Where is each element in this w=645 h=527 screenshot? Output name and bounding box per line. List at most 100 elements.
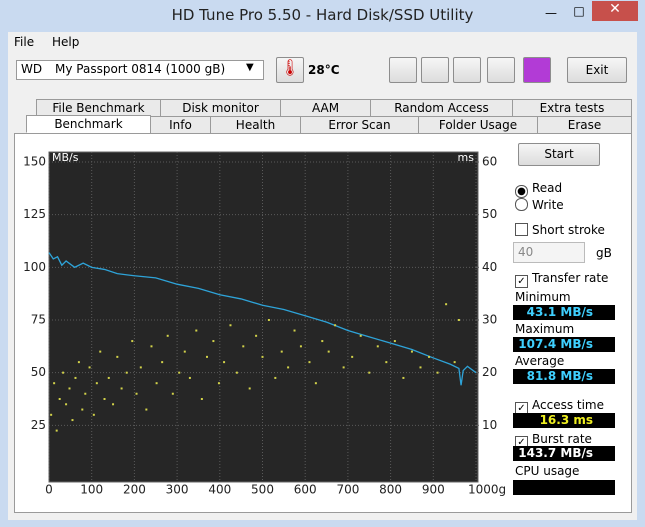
access-time-point	[267, 319, 270, 321]
access-time-point	[178, 371, 181, 374]
cpu-usage-value	[513, 480, 615, 495]
tab[interactable]: Disk monitor	[160, 99, 281, 117]
short-stroke-checkbox[interactable]: Short stroke	[515, 223, 605, 237]
start-button[interactable]: Start	[518, 143, 600, 166]
save-button[interactable]	[421, 57, 449, 83]
write-label: Write	[532, 198, 564, 212]
access-time-point	[135, 392, 138, 395]
x-tick-label: 700	[336, 483, 359, 497]
access-time-point	[95, 382, 98, 385]
menu-file[interactable]: File	[14, 35, 35, 49]
minimum-label: Minimum	[515, 290, 571, 304]
access-time-checkbox[interactable]: ✓ Access time	[515, 398, 604, 415]
tab[interactable]: Random Access	[370, 99, 513, 117]
access-time-point	[428, 355, 431, 358]
access-time-point	[287, 366, 290, 369]
access-time-point	[103, 398, 106, 400]
stroke-spinner[interactable]: 40	[513, 242, 585, 263]
access-time-point	[62, 371, 65, 374]
access-time-point	[188, 376, 191, 379]
access-time-point	[402, 376, 405, 379]
x-tick-label: 100	[80, 483, 103, 497]
temperature: 28°C	[308, 63, 340, 77]
transfer-rate-checkbox[interactable]: ✓ Transfer rate	[515, 271, 608, 288]
minimize[interactable]: —	[545, 6, 557, 20]
read-label: Read	[532, 181, 563, 195]
access-time-point	[150, 345, 153, 348]
access-time-point	[308, 361, 311, 364]
access-time-point	[120, 387, 123, 390]
access-time-point	[65, 403, 68, 406]
tab[interactable]: Health	[210, 116, 301, 134]
access-time-point	[342, 366, 345, 369]
menu-help[interactable]: Help	[52, 35, 80, 49]
access-time-point	[139, 366, 142, 369]
access-time-point	[217, 382, 220, 385]
access-time-point	[99, 350, 102, 353]
access-time-point	[107, 376, 110, 379]
y2-tick-label: 10	[482, 418, 497, 432]
access-time-point	[81, 408, 84, 411]
tab-active[interactable]: Benchmark	[26, 115, 151, 133]
access-time-point	[242, 345, 245, 348]
access-time-point	[145, 408, 148, 411]
access-time-point	[92, 413, 95, 416]
copy-button[interactable]	[389, 57, 417, 83]
access-time-point	[155, 382, 158, 385]
maximum-label: Maximum	[515, 322, 575, 336]
tab[interactable]: Info	[150, 116, 211, 134]
access-time-point	[327, 350, 330, 353]
access-time-point	[77, 361, 80, 364]
access-time-point	[453, 361, 456, 364]
access-time-point	[58, 398, 61, 400]
y-tick-label: 75	[31, 313, 46, 327]
maximize[interactable]: □	[573, 4, 585, 18]
exit-button[interactable]: Exit	[567, 57, 627, 83]
tab[interactable]: Error Scan	[300, 116, 419, 134]
tab[interactable]: AAM	[280, 99, 371, 117]
average-value: 81.8 MB/s	[513, 369, 615, 384]
access-time-point	[457, 319, 460, 321]
transfer-rate-label: Transfer rate	[532, 271, 609, 285]
options-button[interactable]	[487, 57, 515, 83]
y-axis-label: MB/s	[52, 151, 79, 164]
stroke-unit: gB	[596, 246, 612, 260]
maximum-value: 107.4 MB/s	[513, 337, 615, 352]
x-tick-label: 0	[45, 483, 53, 497]
access-time-point	[183, 350, 186, 353]
screenshot-button[interactable]	[453, 57, 481, 83]
tab[interactable]: Extra tests	[512, 99, 632, 117]
access-time-point	[50, 413, 53, 416]
access-time-point	[321, 340, 324, 343]
tab[interactable]: Erase	[537, 116, 632, 134]
access-time-point	[125, 371, 128, 374]
read-radio[interactable]: ● Read	[515, 181, 562, 198]
access-time-point	[314, 382, 317, 385]
download-button[interactable]	[523, 57, 551, 83]
access-time-point	[205, 355, 208, 358]
access-time-point	[359, 334, 362, 337]
access-time-point	[293, 329, 296, 332]
access-time-point	[334, 324, 337, 327]
access-time-point	[195, 329, 198, 332]
write-radio[interactable]: Write	[515, 198, 564, 212]
y2-tick-label: 20	[482, 365, 497, 379]
y-tick-label: 125	[23, 207, 46, 221]
drive-select[interactable]	[16, 60, 264, 80]
dropdown-arrow: ▼	[246, 62, 254, 73]
access-time-point	[229, 324, 232, 327]
access-time-point	[235, 371, 238, 374]
thermometer-icon: 🌡	[276, 57, 304, 83]
access-time-point	[116, 355, 119, 358]
access-time-point	[274, 376, 277, 379]
access-time-point	[166, 334, 169, 337]
access-time-point	[53, 382, 56, 385]
x-tick-label: 300	[166, 483, 189, 497]
tab[interactable]: Folder Usage	[418, 116, 538, 134]
access-time-point	[445, 303, 448, 306]
y2-tick-label: 60	[482, 155, 497, 169]
close[interactable]: ✕	[592, 1, 638, 21]
average-label: Average	[515, 354, 565, 368]
burst-rate-checkbox[interactable]: ✓ Burst rate	[515, 432, 592, 449]
access-time-point	[248, 387, 251, 390]
